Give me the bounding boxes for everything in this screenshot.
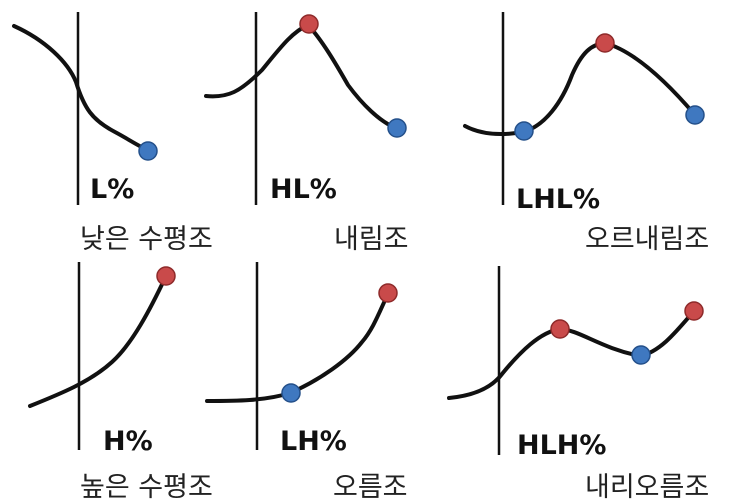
- tone-name: 오름조: [333, 472, 408, 503]
- high-tone-dot: [550, 319, 570, 339]
- panel-l: L% 낮은 수평조: [12, 12, 213, 255]
- pitch-contour: [447, 309, 696, 400]
- tone-name: 오르내림조: [585, 224, 709, 255]
- panel-lh: LH% 오름조: [205, 262, 408, 503]
- panel-hlh: HLH% 내리오름조: [447, 266, 709, 503]
- tone-code: L%: [90, 174, 134, 205]
- low-tone-dot: [685, 105, 705, 125]
- tone-name: 낮은 수평조: [80, 224, 213, 255]
- pitch-contour: [205, 292, 390, 403]
- tone-code: HLH%: [517, 430, 606, 461]
- low-tone-dot: [631, 345, 651, 365]
- high-tone-dot: [156, 266, 176, 286]
- tone-code: H%: [103, 426, 153, 457]
- tone-code: LHL%: [516, 184, 600, 215]
- high-tone-dot: [299, 14, 319, 34]
- low-tone-dot: [387, 118, 407, 138]
- high-tone-dot: [595, 33, 615, 53]
- tone-name: 높은 수평조: [80, 472, 213, 503]
- high-tone-dot: [378, 283, 398, 303]
- pitch-contour: [12, 24, 150, 152]
- pitch-contour: [28, 274, 168, 408]
- panel-lhl: LHL% 오르내림조: [463, 12, 709, 255]
- tone-name: 내림조: [334, 224, 409, 255]
- tone-code: LH%: [280, 426, 347, 457]
- low-tone-dot: [281, 383, 301, 403]
- low-tone-dot: [138, 141, 158, 161]
- high-tone-dot: [684, 301, 704, 321]
- panel-hl: HL% 내림조: [204, 12, 409, 255]
- tone-code: HL%: [270, 174, 337, 205]
- pitch-contour: [463, 41, 697, 136]
- pitch-contour: [204, 23, 398, 130]
- tone-name: 내리오름조: [585, 472, 709, 503]
- panel-h: H% 높은 수평조: [28, 262, 213, 503]
- low-tone-dot: [514, 121, 534, 141]
